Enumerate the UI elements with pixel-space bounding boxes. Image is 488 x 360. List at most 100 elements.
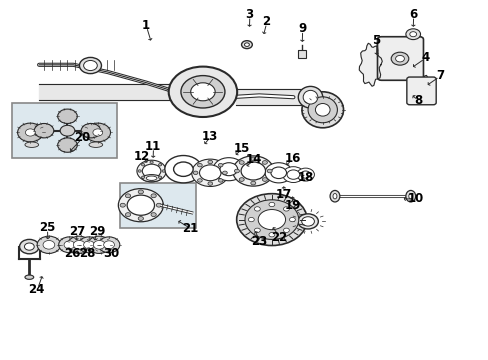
Text: 30: 30 bbox=[103, 247, 120, 260]
Circle shape bbox=[197, 179, 202, 182]
Text: 2: 2 bbox=[262, 15, 270, 28]
Circle shape bbox=[236, 194, 306, 246]
Circle shape bbox=[405, 29, 420, 40]
Ellipse shape bbox=[286, 170, 299, 179]
Text: 7: 7 bbox=[435, 69, 443, 82]
Circle shape bbox=[81, 123, 101, 138]
Ellipse shape bbox=[405, 190, 415, 202]
Circle shape bbox=[18, 123, 43, 142]
Circle shape bbox=[289, 217, 295, 222]
Ellipse shape bbox=[25, 142, 39, 148]
Ellipse shape bbox=[282, 167, 304, 183]
Text: 15: 15 bbox=[233, 142, 250, 155]
Text: 18: 18 bbox=[297, 171, 313, 184]
Circle shape bbox=[125, 194, 130, 198]
Circle shape bbox=[151, 194, 156, 198]
Circle shape bbox=[37, 236, 61, 253]
Ellipse shape bbox=[297, 214, 318, 229]
Circle shape bbox=[258, 210, 285, 230]
Ellipse shape bbox=[181, 76, 224, 108]
Circle shape bbox=[254, 228, 260, 233]
Ellipse shape bbox=[173, 162, 193, 176]
Circle shape bbox=[43, 240, 55, 249]
Text: 9: 9 bbox=[298, 22, 305, 35]
Circle shape bbox=[158, 163, 162, 166]
Circle shape bbox=[207, 160, 212, 164]
Circle shape bbox=[138, 170, 141, 172]
Circle shape bbox=[283, 207, 289, 211]
Text: 26: 26 bbox=[64, 247, 81, 260]
Circle shape bbox=[234, 169, 239, 173]
Circle shape bbox=[218, 179, 223, 182]
Circle shape bbox=[268, 233, 274, 237]
Circle shape bbox=[266, 169, 272, 173]
FancyBboxPatch shape bbox=[377, 37, 423, 80]
Circle shape bbox=[250, 157, 255, 161]
Circle shape bbox=[150, 179, 153, 181]
Circle shape bbox=[83, 241, 94, 249]
Circle shape bbox=[197, 163, 202, 167]
Circle shape bbox=[390, 52, 408, 65]
Ellipse shape bbox=[241, 162, 265, 180]
Text: 28: 28 bbox=[79, 247, 95, 260]
Circle shape bbox=[162, 170, 165, 172]
Circle shape bbox=[138, 190, 143, 194]
Circle shape bbox=[262, 178, 267, 181]
Circle shape bbox=[85, 123, 110, 142]
Text: 22: 22 bbox=[271, 231, 287, 244]
Ellipse shape bbox=[296, 168, 314, 181]
Ellipse shape bbox=[127, 195, 154, 215]
Text: 23: 23 bbox=[250, 235, 267, 248]
Ellipse shape bbox=[24, 243, 34, 250]
Circle shape bbox=[73, 240, 85, 249]
Ellipse shape bbox=[89, 142, 102, 148]
Circle shape bbox=[141, 163, 144, 166]
Circle shape bbox=[207, 182, 212, 185]
Text: 6: 6 bbox=[408, 8, 416, 21]
Circle shape bbox=[222, 171, 227, 175]
Ellipse shape bbox=[301, 217, 314, 226]
Text: 10: 10 bbox=[407, 192, 423, 205]
Ellipse shape bbox=[264, 163, 292, 183]
Text: 13: 13 bbox=[202, 130, 218, 143]
Ellipse shape bbox=[142, 164, 161, 178]
Circle shape bbox=[409, 32, 416, 37]
Circle shape bbox=[103, 241, 114, 249]
Ellipse shape bbox=[191, 159, 228, 186]
Ellipse shape bbox=[241, 41, 252, 49]
Text: 8: 8 bbox=[413, 94, 421, 107]
Circle shape bbox=[138, 217, 143, 220]
Ellipse shape bbox=[20, 239, 39, 254]
Ellipse shape bbox=[332, 194, 336, 199]
Ellipse shape bbox=[302, 92, 343, 128]
Text: 16: 16 bbox=[284, 152, 300, 165]
Ellipse shape bbox=[232, 156, 273, 186]
Ellipse shape bbox=[83, 60, 97, 71]
Ellipse shape bbox=[168, 67, 237, 117]
Circle shape bbox=[151, 213, 156, 217]
Ellipse shape bbox=[213, 158, 244, 181]
Ellipse shape bbox=[137, 160, 166, 182]
Text: 4: 4 bbox=[421, 51, 428, 64]
Ellipse shape bbox=[270, 167, 286, 179]
Circle shape bbox=[78, 237, 100, 253]
Circle shape bbox=[141, 176, 144, 179]
Ellipse shape bbox=[408, 194, 412, 199]
Circle shape bbox=[25, 129, 35, 136]
Circle shape bbox=[150, 161, 153, 163]
Circle shape bbox=[254, 207, 260, 211]
Polygon shape bbox=[359, 43, 382, 86]
Circle shape bbox=[58, 109, 77, 123]
Ellipse shape bbox=[79, 57, 102, 74]
Circle shape bbox=[59, 237, 80, 253]
Bar bbox=[120, 183, 195, 228]
Circle shape bbox=[34, 123, 54, 138]
Text: 1: 1 bbox=[142, 19, 149, 32]
Circle shape bbox=[395, 55, 404, 62]
Ellipse shape bbox=[199, 165, 221, 181]
Text: 19: 19 bbox=[284, 199, 300, 212]
Circle shape bbox=[64, 241, 75, 249]
Circle shape bbox=[87, 236, 111, 253]
Circle shape bbox=[93, 240, 105, 249]
Bar bbox=[298, 50, 305, 58]
